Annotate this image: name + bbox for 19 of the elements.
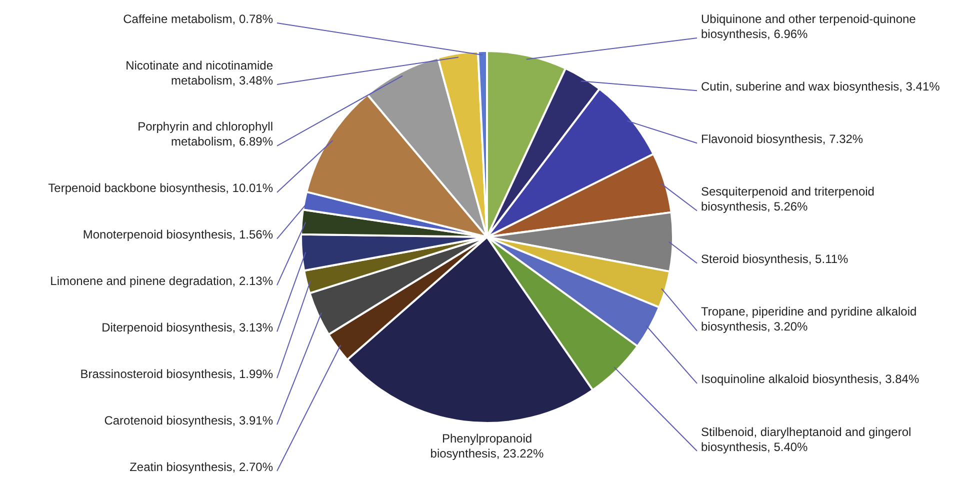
slice-label: Monoterpenoid biosynthesis, 1.56% <box>82 228 274 242</box>
slice-label: Terpenoid backbone biosynthesis, 10.01% <box>48 181 274 196</box>
slice-label: Carotenoid biosynthesis, 3.91% <box>104 413 274 428</box>
slice-label: Tropane, piperidine and pyridine alkaloid biosynthesis, 3.20% <box>701 304 917 334</box>
slice-label: Steroid biosynthesis, 5.11% <box>701 252 849 266</box>
slice-label: Cutin, suberine and wax biosynthesis, 3.41% <box>701 79 940 94</box>
slice-label: Sesquiterpenoid and triterpenoid biosynthesis, 5.26% <box>701 184 874 214</box>
slice-label: Ubiquinone and other terpenoid-quinone biosynthesis, 6.96% <box>701 12 916 41</box>
slice-label: Nicotinate and nicotinamide metabolism, 3.48% <box>126 58 274 88</box>
slice-label: Diterpenoid biosynthesis, 3.13% <box>102 320 274 334</box>
slice-label: Zeatin biosynthesis, 2.70% <box>130 460 274 474</box>
slice-label: Flavonoid biosynthesis, 7.32% <box>701 132 864 146</box>
slice-label: Porphyrin and chlorophyll metabolism, 6.89% <box>138 120 274 149</box>
slice-label: Stilbenoid, diarylheptanoid and gingerol biosynthesis, 5.40% <box>701 424 912 454</box>
slice-label: Brassinosteroid biosynthesis, 1.99% <box>80 366 274 381</box>
slice-label: Limonene and pinene degradation, 2.13% <box>50 274 274 288</box>
slice-label: Caffeine metabolism, 0.78% <box>123 12 274 26</box>
slice-label: Isoquinoline alkaloid biosynthesis, 3.84% <box>701 372 920 386</box>
slice-label: Phenylpropanoid biosynthesis, 23.22% <box>430 431 544 460</box>
